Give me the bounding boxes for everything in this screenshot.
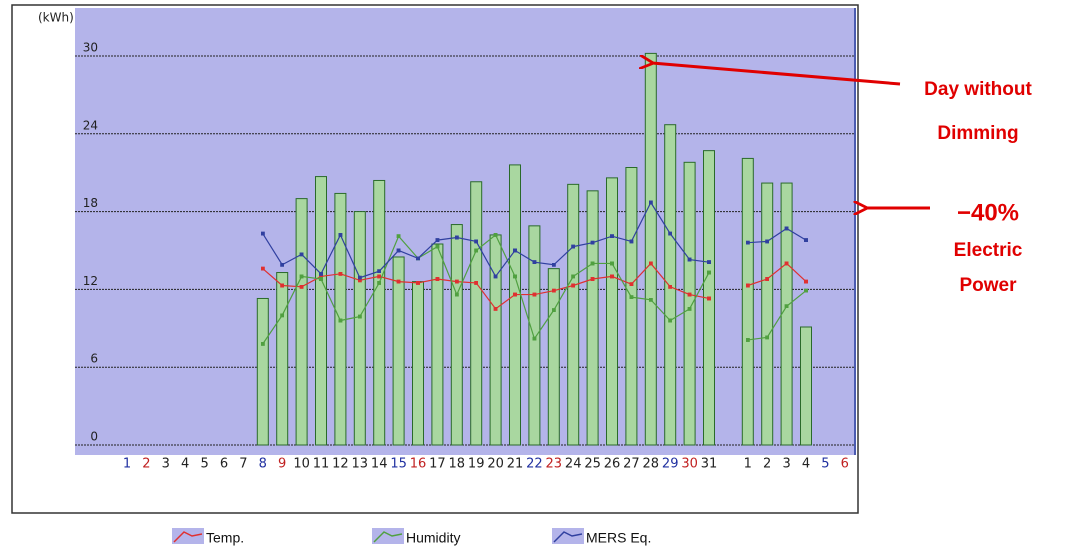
legend-line <box>553 531 583 543</box>
x-tick-label: 13 <box>352 457 369 472</box>
legend-label: MERS Eq. <box>586 530 651 546</box>
bar <box>295 198 308 446</box>
bar <box>450 224 463 446</box>
bar <box>780 182 793 446</box>
x-tick-label: 31 <box>701 457 718 472</box>
x-tick-label: 18 <box>449 457 466 472</box>
x-tick-label: 2 <box>763 457 771 472</box>
bar <box>567 183 580 446</box>
x-tick-label: 3 <box>782 457 790 472</box>
y-tick-label: 6 <box>90 352 98 366</box>
annotation-text: Power <box>959 275 1017 296</box>
bar <box>392 256 405 446</box>
annotation-text: Electric <box>954 240 1023 261</box>
bar <box>276 272 289 446</box>
x-tick-label: 5 <box>821 457 829 472</box>
x-tick-label: 11 <box>313 457 330 472</box>
bar <box>625 166 638 446</box>
x-tick-label: 28 <box>643 457 660 472</box>
legend-swatch <box>372 528 404 544</box>
x-tick-label: 2 <box>142 457 150 472</box>
bar <box>606 177 618 446</box>
legend-line <box>373 531 403 543</box>
bar <box>431 243 444 446</box>
bar <box>644 52 657 446</box>
annotation-text: −40% <box>957 199 1019 226</box>
annotation-text: Day without <box>924 79 1032 100</box>
bar <box>664 124 677 446</box>
x-tick-label: 19 <box>468 457 485 472</box>
x-tick-label: 4 <box>181 457 189 472</box>
bar <box>800 326 812 446</box>
bar <box>741 157 754 446</box>
bar <box>528 225 541 446</box>
x-tick-label: 16 <box>410 457 427 472</box>
legend-label: Humidity <box>406 530 460 546</box>
bar <box>256 297 269 446</box>
y-tick-label: 18 <box>83 196 98 210</box>
x-tick-label: 20 <box>487 457 504 472</box>
bar <box>489 234 502 446</box>
bar <box>509 164 521 446</box>
x-tick-label: 4 <box>802 457 810 472</box>
y-tick-label: 24 <box>83 118 98 132</box>
x-tick-label: 25 <box>584 457 601 472</box>
x-tick-label: 12 <box>332 457 349 472</box>
plot-area <box>75 8 855 455</box>
x-tick-label: 7 <box>239 457 247 472</box>
bar <box>373 179 386 446</box>
x-tick-label: 26 <box>604 457 621 472</box>
annotation-text: Dimming <box>937 123 1018 144</box>
legend-swatch <box>172 528 204 544</box>
x-tick-label: 1 <box>123 457 131 472</box>
bar <box>683 161 696 446</box>
bar <box>412 281 424 446</box>
x-tick-label: 24 <box>565 457 582 472</box>
bar <box>586 190 599 446</box>
x-tick-label: 9 <box>278 457 286 472</box>
x-tick-label: 1 <box>744 457 752 472</box>
x-tick-label: 29 <box>662 457 679 472</box>
annotation-arrow <box>652 63 901 86</box>
legend: Temp. Humidity MERS Eq. <box>172 528 651 546</box>
x-tick-label: 6 <box>220 457 228 472</box>
x-tick-label: 30 <box>681 457 698 472</box>
y-tick-label: 0 <box>90 430 98 444</box>
y-tick-label: 12 <box>83 274 98 288</box>
x-tick-label: 17 <box>429 457 446 472</box>
series-line <box>263 203 806 278</box>
x-tick-label: 6 <box>841 457 849 472</box>
x-tick-label: 5 <box>200 457 208 472</box>
x-tick-label: 22 <box>526 457 543 472</box>
x-tick-label: 21 <box>507 457 524 472</box>
bar <box>353 211 366 446</box>
bar <box>470 181 483 446</box>
x-tick-label: 10 <box>293 457 310 472</box>
x-tick-label: 3 <box>162 457 170 472</box>
x-tick-label: 8 <box>259 457 267 472</box>
y-tick-label: 30 <box>83 40 98 54</box>
bar <box>547 268 560 446</box>
legend-label: Temp. <box>206 530 244 546</box>
x-tick-label: 15 <box>390 457 407 472</box>
x-tick-label: 14 <box>371 457 388 472</box>
bar <box>315 176 327 446</box>
legend-swatch <box>552 528 584 544</box>
y-axis-label: (kWh) <box>38 11 74 25</box>
x-tick-label: 23 <box>546 457 563 472</box>
x-tick-label: 27 <box>623 457 640 472</box>
bar <box>761 182 774 446</box>
legend-line <box>173 531 203 543</box>
